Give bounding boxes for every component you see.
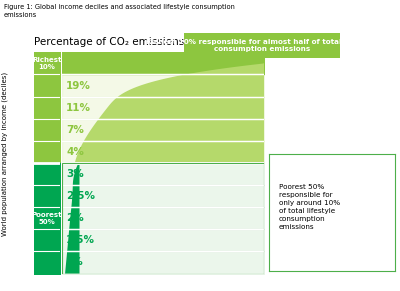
Text: 7%: 7% [66, 125, 84, 135]
Text: 4%: 4% [66, 147, 84, 157]
Bar [62, 163, 264, 274]
Text: 11%: 11% [66, 103, 91, 113]
Text: 49%: 49% [66, 58, 91, 68]
Text: Poorest 50%
responsible for
only around 10%
of total lifestyle
consumption
emiss: Poorest 50% responsible for only around … [279, 184, 340, 230]
Text: 1%: 1% [66, 258, 84, 267]
Polygon shape [75, 52, 264, 163]
Text: Richest 10% responsible for almost half of total lifestyle
consumption emissions: Richest 10% responsible for almost half … [146, 39, 378, 52]
Text: 2.5%: 2.5% [66, 191, 95, 201]
Text: 1.5%: 1.5% [66, 235, 95, 245]
Text: World population arranged by income (deciles): World population arranged by income (dec… [2, 72, 8, 236]
Text: 19%: 19% [66, 81, 91, 91]
Text: Poorest
50%: Poorest 50% [32, 212, 62, 225]
Text: 3%: 3% [66, 169, 84, 179]
Polygon shape [65, 163, 80, 274]
Text: 2%: 2% [66, 213, 84, 223]
Text: Richest
10%: Richest 10% [32, 57, 62, 70]
Title: Percentage of CO₂ emissions by world population: Percentage of CO₂ emissions by world pop… [34, 38, 292, 47]
Text: Figure 1: Global income deciles and associated lifestyle consumption
emissions: Figure 1: Global income deciles and asso… [4, 4, 235, 18]
